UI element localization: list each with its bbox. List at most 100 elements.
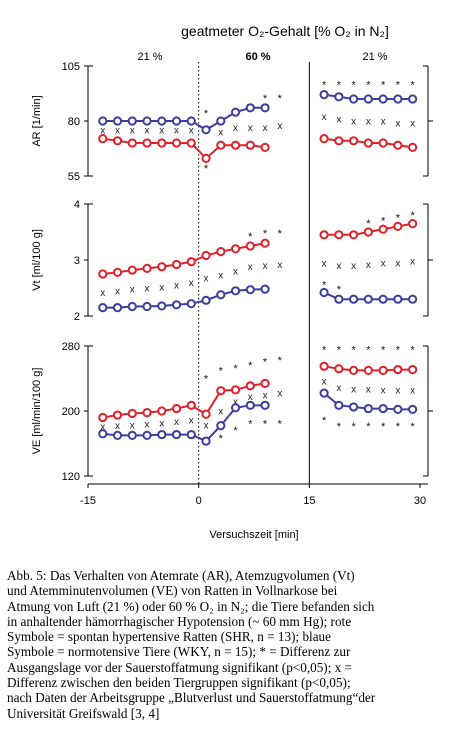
group-difference-mark: x <box>366 260 371 271</box>
data-point-blue <box>112 303 123 313</box>
data-point-red <box>363 138 373 148</box>
data-point-blue <box>363 294 373 304</box>
data-point-blue <box>186 116 196 126</box>
group-difference-mark: x <box>145 125 150 136</box>
group-difference-mark: x <box>263 261 268 272</box>
data-point-red <box>171 138 182 148</box>
data-point-blue <box>349 402 359 412</box>
group-difference-mark: x <box>204 420 209 431</box>
group-difference-mark: x <box>189 125 194 136</box>
group-difference-mark: x <box>248 123 253 134</box>
series-line-blue <box>102 288 266 309</box>
group-difference-mark: x <box>395 385 400 396</box>
data-point-blue <box>378 403 388 414</box>
caption-line: Atmung von Luft (21 %) oder 60 % O₂ in N… <box>7 598 375 614</box>
data-point-red <box>349 136 359 146</box>
data-point-blue <box>112 116 123 126</box>
significance-mark: * <box>337 344 342 356</box>
group-difference-mark: x <box>174 125 179 136</box>
significance-mark: * <box>366 421 371 433</box>
group-difference-mark: x <box>263 123 268 134</box>
series-line-blue <box>102 404 266 443</box>
y-axis-label: AR [1/min] <box>31 95 43 146</box>
data-point-blue <box>260 284 270 294</box>
significance-mark: * <box>248 231 253 243</box>
group-difference-mark: x <box>410 119 415 130</box>
caption-line: Differenz zwischen den beiden Tiergruppe… <box>7 675 351 691</box>
significance-mark: * <box>381 344 386 356</box>
data-point-blue <box>216 290 226 300</box>
y-tick-label: 200 <box>62 406 80 418</box>
caption-line: in anhaltender hämorrhagischer Hypotensi… <box>7 613 352 629</box>
y-tick-label: 55 <box>68 171 80 183</box>
data-point-blue <box>378 294 388 304</box>
caption-line: nach Daten der Arbeitsgruppe „Blutverlus… <box>7 690 376 706</box>
data-point-red <box>363 227 373 237</box>
data-point-red <box>98 134 108 144</box>
y-tick-label: 2 <box>74 311 80 323</box>
group-difference-mark: x <box>410 385 415 396</box>
significance-mark: * <box>204 108 209 120</box>
data-point-blue <box>171 429 182 440</box>
data-point-blue <box>157 301 167 311</box>
group-difference-mark: x <box>366 117 371 128</box>
group-difference-mark: x <box>277 260 282 271</box>
caption-line: Symbole = normotensive Tiere (WKY, n = 1… <box>7 644 351 660</box>
significance-mark: * <box>278 228 283 240</box>
data-point-blue <box>171 116 182 126</box>
data-point-red <box>363 365 373 375</box>
data-point-red <box>157 138 167 148</box>
group-difference-mark: x <box>233 397 238 408</box>
data-point-red <box>408 142 418 152</box>
group-difference-mark: x <box>248 392 253 403</box>
data-point-red <box>408 364 418 375</box>
data-point-blue <box>334 400 344 410</box>
group-difference-mark: x <box>218 407 223 418</box>
group-difference-mark: x <box>115 286 120 297</box>
group-difference-mark: x <box>159 282 164 293</box>
data-point-blue <box>98 303 108 313</box>
group-difference-mark: x <box>100 422 105 433</box>
significance-mark: * <box>366 344 371 356</box>
group-difference-mark: x <box>204 273 209 284</box>
data-point-red <box>319 134 329 144</box>
data-point-red <box>230 385 241 395</box>
series-line-blue <box>102 106 266 131</box>
y-axis-label: Vt [ml/100 g] <box>31 229 43 291</box>
chart-title: geatmeter O₂-Gehalt [% O₂ in N₂] <box>181 23 389 39</box>
data-point-blue <box>230 107 241 117</box>
group-difference-mark: x <box>336 261 341 272</box>
group-difference-mark: x <box>189 415 194 426</box>
significance-mark: * <box>381 421 386 433</box>
data-point-red <box>260 142 270 152</box>
significance-mark: * <box>204 374 209 386</box>
data-point-blue <box>393 404 403 414</box>
significance-mark: * <box>219 366 224 378</box>
significance-mark: * <box>381 80 386 92</box>
group-difference-mark: x <box>381 385 386 396</box>
data-point-red <box>186 400 196 410</box>
data-point-red <box>142 263 152 273</box>
significance-mark: * <box>263 93 268 105</box>
group-difference-mark: x <box>130 125 135 136</box>
significance-mark: * <box>278 355 283 367</box>
data-point-red <box>216 247 226 257</box>
data-point-blue <box>142 116 152 126</box>
y-tick-label: 4 <box>74 199 80 211</box>
data-point-red <box>186 257 196 267</box>
group-difference-mark: x <box>322 258 327 269</box>
data-point-blue <box>319 388 329 398</box>
group-difference-mark: x <box>351 117 356 128</box>
data-point-blue <box>186 299 196 309</box>
data-point-red <box>378 224 388 234</box>
significance-mark: * <box>396 421 401 433</box>
data-point-blue <box>408 94 418 104</box>
group-difference-mark: x <box>233 123 238 134</box>
group-difference-mark: x <box>277 389 282 400</box>
data-point-red <box>127 138 137 148</box>
data-point-red <box>127 265 137 275</box>
group-difference-mark: x <box>145 420 150 431</box>
data-point-blue <box>201 125 211 135</box>
